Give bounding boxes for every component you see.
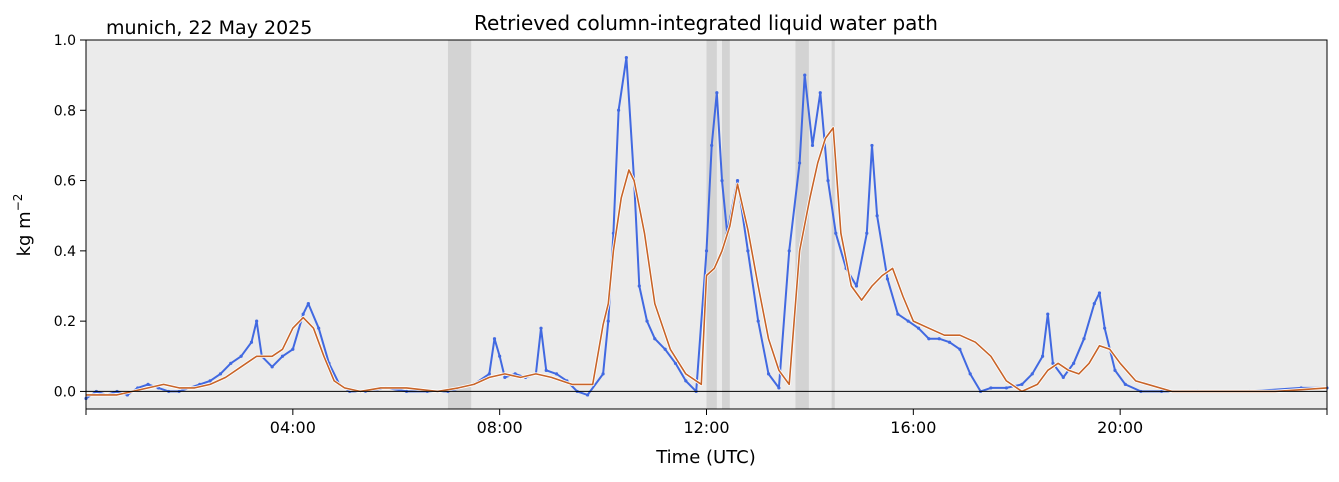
- data-point: [735, 178, 740, 183]
- data-point: [270, 365, 274, 369]
- data-point: [492, 337, 497, 341]
- data-point: [1020, 382, 1024, 386]
- data-point: [208, 379, 212, 383]
- data-point: [306, 301, 310, 306]
- data-point: [704, 249, 709, 253]
- data-point: [544, 368, 548, 372]
- data-point: [585, 393, 590, 397]
- y-axis-label-unit: kg m: [14, 211, 35, 256]
- data-point: [787, 249, 791, 253]
- data-point: [797, 161, 802, 165]
- chart-subtitle: munich, 22 May 2025: [106, 17, 312, 39]
- y-tick-label: 0.6: [54, 174, 76, 190]
- data-point: [885, 277, 890, 281]
- flagged-period-band: [831, 40, 835, 409]
- data-point: [906, 319, 910, 323]
- data-point: [1004, 386, 1009, 390]
- x-tick-label: 08:00: [477, 418, 523, 437]
- data-point: [1030, 372, 1034, 376]
- data-point: [218, 372, 223, 376]
- data-point: [554, 372, 559, 376]
- data-point: [601, 372, 605, 376]
- data-point: [777, 386, 781, 390]
- data-point: [865, 231, 869, 235]
- data-point: [947, 340, 952, 344]
- data-point: [1072, 361, 1076, 365]
- data-point: [854, 284, 859, 288]
- data-point: [645, 319, 649, 323]
- data-point: [710, 143, 714, 148]
- data-point: [1092, 301, 1096, 306]
- data-point: [146, 382, 150, 386]
- y-tick-label: 0.8: [54, 103, 76, 119]
- data-point: [958, 347, 962, 351]
- data-point: [818, 91, 822, 95]
- data-point: [684, 379, 688, 383]
- data-point: [916, 326, 921, 330]
- data-point: [673, 361, 678, 365]
- data-point: [239, 354, 243, 358]
- y-tick-label: 0.4: [54, 244, 76, 260]
- data-point: [1103, 326, 1107, 330]
- data-point: [715, 91, 719, 95]
- y-axis-label-exponent: −2: [11, 194, 25, 212]
- data-point: [720, 178, 724, 183]
- y-tick-label: 0.0: [54, 384, 76, 400]
- data-point: [810, 143, 815, 148]
- data-point: [870, 143, 874, 148]
- data-point: [317, 326, 321, 330]
- data-point: [834, 231, 838, 235]
- data-point: [1082, 337, 1086, 341]
- data-point: [1097, 291, 1102, 295]
- data-point: [503, 375, 507, 379]
- data-point: [616, 108, 621, 112]
- data-point: [746, 249, 750, 253]
- data-point: [1046, 312, 1050, 316]
- data-point: [1041, 354, 1045, 358]
- data-point: [653, 337, 657, 341]
- data-point: [937, 337, 941, 341]
- data-point: [255, 319, 259, 323]
- data-point: [229, 361, 233, 365]
- data-point: [487, 372, 491, 376]
- data-point: [301, 312, 305, 316]
- data-point: [989, 386, 993, 390]
- data-point: [291, 347, 295, 351]
- data-point: [1061, 375, 1065, 379]
- data-point: [280, 354, 285, 358]
- flagged-period-band: [447, 40, 472, 409]
- data-point: [624, 55, 628, 60]
- data-point: [663, 347, 667, 351]
- y-tick-label: 1.0: [54, 33, 76, 49]
- data-point: [968, 372, 972, 376]
- x-tick-label: 16:00: [890, 418, 936, 437]
- data-point: [1051, 361, 1055, 365]
- chart-title: Retrieved column-integrated liquid water…: [474, 11, 938, 35]
- data-point: [1123, 382, 1127, 386]
- data-point: [803, 73, 807, 77]
- x-axis-label: Time (UTC): [655, 447, 756, 468]
- data-point: [249, 340, 254, 344]
- x-tick-label: 20:00: [1097, 418, 1143, 437]
- data-point: [826, 178, 830, 183]
- data-point: [606, 319, 610, 323]
- data-point: [611, 231, 616, 235]
- flagged-period-band: [706, 40, 717, 409]
- flagged-period-band: [795, 40, 809, 409]
- data-point: [875, 214, 879, 218]
- data-point: [927, 337, 931, 341]
- data-point: [896, 312, 900, 316]
- data-point: [539, 326, 543, 330]
- data-point: [756, 319, 760, 323]
- series-smoothed-lwp: [86, 127, 1328, 396]
- x-tick-label: 12:00: [683, 418, 729, 437]
- data-point: [498, 354, 502, 358]
- y-tick-label: 0.2: [54, 314, 76, 330]
- y-axis-label: kg m−2: [11, 194, 35, 257]
- x-tick-label: 04:00: [270, 418, 316, 437]
- data-point: [766, 372, 771, 376]
- data-point: [1113, 368, 1117, 372]
- data-point: [637, 284, 641, 288]
